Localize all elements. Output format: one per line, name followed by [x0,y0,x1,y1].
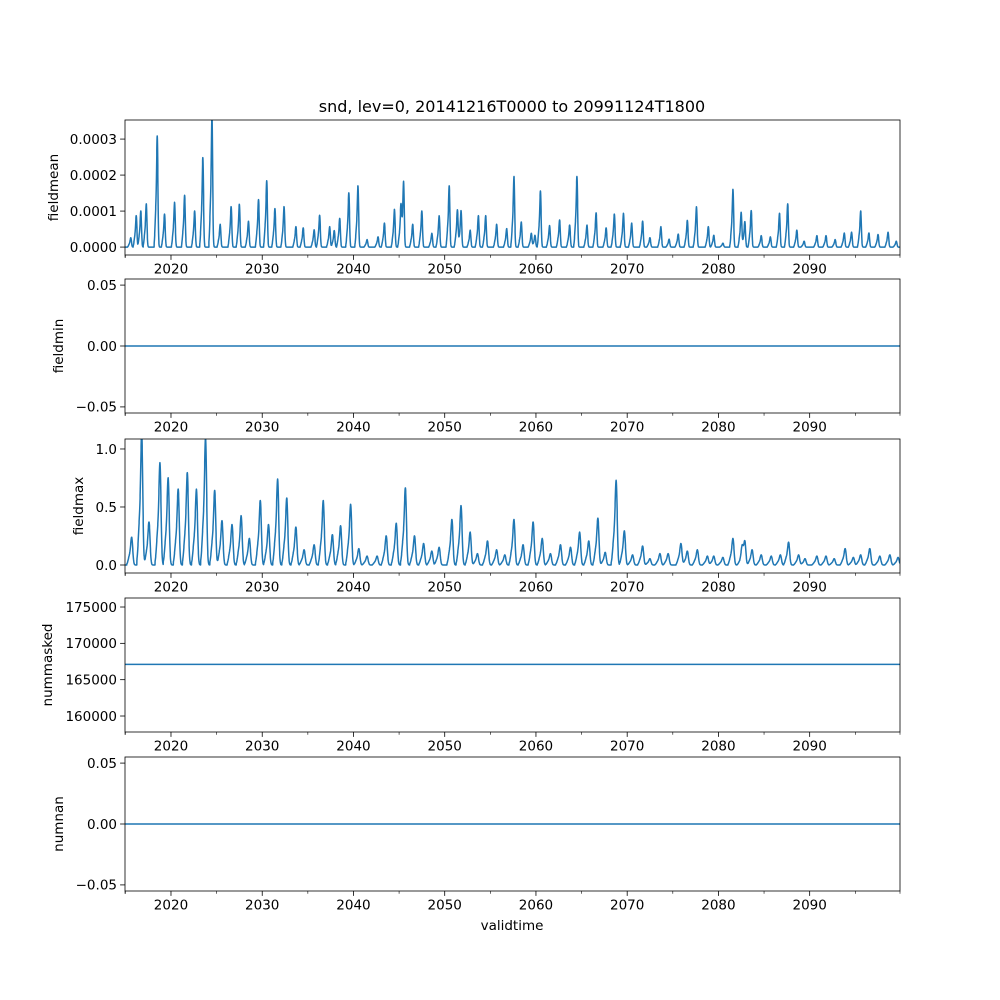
x-tick-label: 2080 [701,420,735,436]
x-tick-label: 2050 [428,262,462,278]
y-tick-label: 0.5 [96,500,117,516]
x-tick-label: 2050 [428,420,462,436]
x-tick-label: 2070 [610,898,644,914]
y-tick-label: 0.05 [87,756,117,772]
x-tick-label: 2070 [610,739,644,755]
axes-frame [124,597,901,733]
x-tick-label: 2050 [428,739,462,755]
x-tick-label: 2050 [428,898,462,914]
y-tick-label: 0.0002 [70,168,117,184]
subplot-fieldmin: −0.05 0.00 0.05 fieldmin 2020 2030 2040 2050 206… [51,278,901,436]
x-tick-label: 2050 [428,580,462,596]
y-tick-label: 160000 [65,709,117,725]
x-tick-label: 2030 [245,580,279,596]
subplot-fieldmax: 0.0 0.5 1.0 fieldmax 2020 2030 2040 2050 2060 207… [71,438,901,596]
x-tick-label: 2070 [610,262,644,278]
x-tick-label: 2090 [792,898,826,914]
x-tick-label: 2080 [701,580,735,596]
y-tick-label: 0.00 [87,817,117,833]
x-tick-label: 2090 [792,580,826,596]
fieldmax-line [125,439,900,566]
x-tick-label: 2070 [610,580,644,596]
y-tick-label: 0.0001 [70,204,117,220]
x-tick-label: 2040 [336,580,370,596]
axes-frame [124,119,901,256]
y-axis-label: fieldmax [71,477,87,536]
x-tick-label: 2030 [245,739,279,755]
y-tick-label: 0.0000 [70,240,117,256]
x-tick-label: 2080 [701,898,735,914]
fieldmean-line [125,120,900,248]
y-tick-label: 0.00 [87,339,117,355]
axes-frame [124,438,901,574]
x-tick-label: 2090 [792,420,826,436]
x-tick-label: 2060 [519,580,553,596]
y-tick-label: 170000 [65,636,117,652]
y-axis-label: fieldmin [51,319,67,374]
y-tick-label: 175000 [65,600,117,616]
x-tick-label: 2080 [701,262,735,278]
y-tick-label: 165000 [65,672,117,688]
chart-title: snd, lev=0, 20141216T0000 to 20991124T18… [319,97,705,116]
x-tick-label: 2040 [336,898,370,914]
x-tick-label: 2020 [154,739,188,755]
y-tick-label: 0.0003 [70,132,117,148]
x-tick-label: 2090 [792,739,826,755]
x-tick-label: 2020 [154,262,188,278]
y-tick-label: 1.0 [96,442,117,458]
x-tick-label: 2060 [519,262,553,278]
x-tick-label: 2030 [245,898,279,914]
y-tick-label: 0.0 [96,558,117,574]
x-tick-label: 2080 [701,739,735,755]
y-axis-label: nummasked [40,624,56,707]
x-tick-label: 2020 [154,580,188,596]
x-tick-label: 2040 [336,420,370,436]
x-tick-label: 2070 [610,420,644,436]
x-tick-label: 2090 [792,262,826,278]
x-tick-label: 2060 [519,898,553,914]
y-axis-label: numnan [51,796,67,852]
x-tick-label: 2040 [336,739,370,755]
y-axis-label: fieldmean [46,154,62,221]
subplot-nummasked: 160000 165000 170000 175000 nummasked 2020 203… [40,597,901,755]
y-tick-label: 0.05 [87,278,117,294]
subplot-numnan: −0.05 0.00 0.05 numnan 2020 2030 2040 2050 2060 2… [51,756,901,914]
x-tick-label: 2040 [336,262,370,278]
x-tick-label: 2060 [519,739,553,755]
x-axis-label: validtime [481,918,544,934]
subplots: 0.0000 0.0001 0.0002 0.0003 fieldmean 2020 203… [40,119,901,914]
x-tick-label: 2020 [154,898,188,914]
x-tick-label: 2030 [245,420,279,436]
x-tick-label: 2060 [519,420,553,436]
subplot-fieldmean: 0.0000 0.0001 0.0002 0.0003 fieldmean 2020 203… [46,119,901,278]
x-tick-label: 2020 [154,420,188,436]
y-tick-label: −0.05 [76,400,117,416]
x-tick-label: 2030 [245,262,279,278]
y-tick-label: −0.05 [76,878,117,894]
